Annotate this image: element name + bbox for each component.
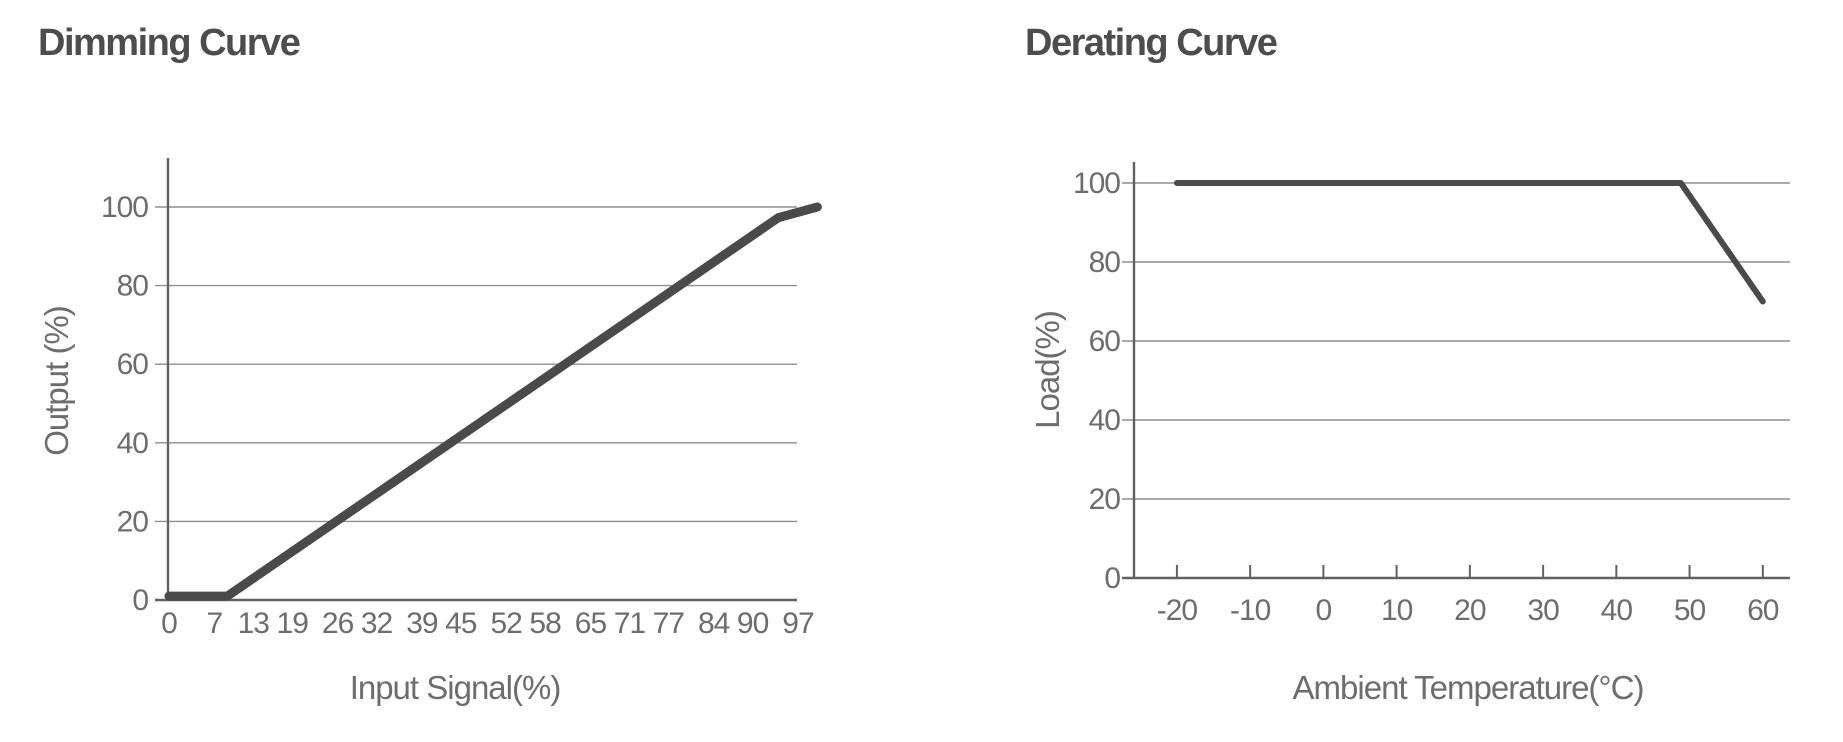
x-tick-label-58: 58 xyxy=(529,607,561,640)
x-tick-label-0: 0 xyxy=(161,607,177,640)
y-tick-label-40: 40 xyxy=(117,427,149,460)
y-tick-label-0: 0 xyxy=(1104,562,1120,595)
dimming-output-curve xyxy=(164,202,822,601)
x-tick-label-26: 26 xyxy=(322,607,354,640)
dimming-y-axis-label: Output (%) xyxy=(38,306,75,456)
x-tick-label-90: 90 xyxy=(737,607,769,640)
x-tick-label-65: 65 xyxy=(575,607,607,640)
dimming-chart-title: Dimming Curve xyxy=(38,22,301,64)
x-tick-label--10: -10 xyxy=(1230,594,1271,627)
y-tick-label-60: 60 xyxy=(117,348,149,381)
x-tick-label-40: 40 xyxy=(1601,594,1633,627)
y-tick-label-80: 80 xyxy=(1089,246,1121,279)
y-tick-label-100: 100 xyxy=(1073,167,1120,200)
derating-x-axis-label: Ambient Temperature(°C) xyxy=(1292,669,1645,706)
x-tick-label-60: 60 xyxy=(1747,594,1779,627)
x-tick-label-77: 77 xyxy=(653,607,685,640)
x-tick-label-32: 32 xyxy=(361,607,393,640)
x-tick-label-30: 30 xyxy=(1527,594,1559,627)
y-tick-label-40: 40 xyxy=(1089,404,1121,437)
x-tick-label-45: 45 xyxy=(445,607,477,640)
x-tick-label-52: 52 xyxy=(491,607,523,640)
x-tick-label-0: 0 xyxy=(1316,594,1332,627)
x-tick-label-13: 13 xyxy=(238,607,270,640)
x-tick-label-10: 10 xyxy=(1381,594,1413,627)
dimming-x-axis-label: Input Signal(%) xyxy=(349,669,562,706)
x-tick-label-97: 97 xyxy=(782,607,814,640)
y-tick-label-20: 20 xyxy=(117,505,149,538)
x-tick-label-84: 84 xyxy=(698,607,730,640)
y-tick-label-60: 60 xyxy=(1089,325,1121,358)
x-tick-label-20: 20 xyxy=(1454,594,1486,627)
derating-load-curve xyxy=(1173,180,1766,305)
y-tick-label-20: 20 xyxy=(1089,483,1121,516)
x-tick-label-39: 39 xyxy=(406,607,438,640)
derating-chart-title: Derating Curve xyxy=(1025,22,1278,64)
x-tick-label-19: 19 xyxy=(277,607,309,640)
y-tick-label-80: 80 xyxy=(117,270,149,303)
x-tick-label--20: -20 xyxy=(1157,594,1198,627)
x-tick-label-50: 50 xyxy=(1674,594,1706,627)
x-tick-label-71: 71 xyxy=(614,607,646,640)
y-tick-label-0: 0 xyxy=(132,584,148,617)
derating-y-axis-label: Load(%) xyxy=(1029,311,1066,429)
y-tick-label-100: 100 xyxy=(101,191,148,224)
x-tick-label-7: 7 xyxy=(207,607,223,640)
